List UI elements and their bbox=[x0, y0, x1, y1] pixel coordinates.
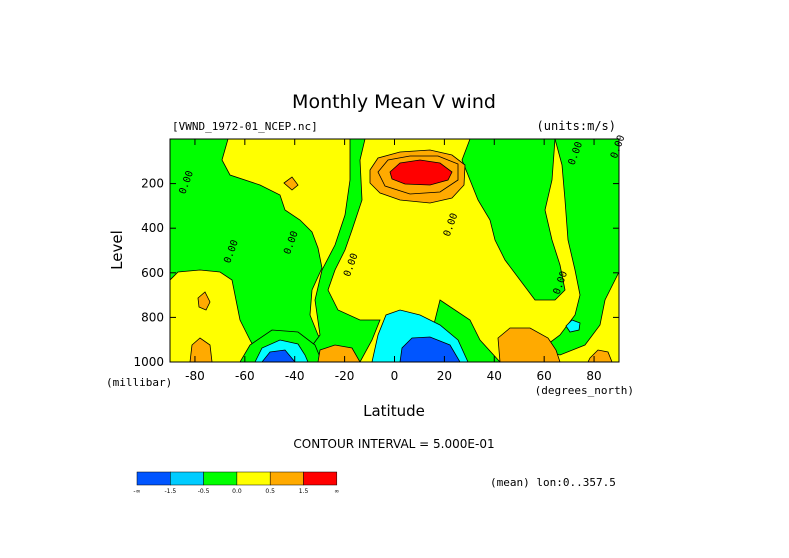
x-tick-label: 0 bbox=[391, 369, 399, 383]
plot-area: -80 -60 -40 -20 0 20 40 60 80 200 400 600 800 1000 0… bbox=[133, 134, 627, 383]
color-legend: -∞ -1.5 -0.5 0.0 0.5 1.5 ∞ bbox=[133, 471, 339, 495]
dataset-label: [VWND_1972-01_NCEP.nc] bbox=[172, 120, 318, 133]
contour-interval: CONTOUR INTERVAL = 5.000E-01 bbox=[293, 437, 494, 451]
jet-inner-contour bbox=[377, 155, 459, 195]
legend-swatch bbox=[170, 471, 204, 486]
field-green-east bbox=[461, 139, 566, 301]
x-tick-label: -80 bbox=[185, 369, 205, 383]
mean-label: (mean) lon:0..357.5 bbox=[490, 476, 616, 489]
legend-label: -1.5 bbox=[164, 488, 176, 495]
legend-swatch bbox=[136, 471, 171, 486]
legend-label: -∞ bbox=[133, 488, 140, 495]
field-red-jet-core bbox=[389, 159, 453, 186]
x-tick-label: 80 bbox=[586, 369, 601, 383]
field-orange-south-2 bbox=[197, 291, 211, 311]
field-green-west bbox=[170, 139, 341, 362]
y-tick-label: 600 bbox=[141, 266, 164, 280]
field-cyan-east bbox=[565, 319, 581, 333]
legend-swatch bbox=[203, 471, 238, 486]
y-tick-label: 1000 bbox=[133, 355, 164, 369]
y-tick-label: 800 bbox=[141, 310, 164, 324]
x-tick-label: -60 bbox=[235, 369, 255, 383]
units-label: (units:m/s) bbox=[537, 119, 616, 133]
y-ticks: 200 400 600 800 1000 bbox=[133, 177, 619, 369]
legend-swatch bbox=[303, 471, 338, 486]
legend-label: 0.5 bbox=[265, 488, 275, 495]
legend-swatch bbox=[269, 471, 304, 486]
contour-label: 0.00 bbox=[609, 134, 628, 160]
chart-title: Monthly Mean V wind bbox=[292, 91, 496, 113]
x-tick-label: -40 bbox=[285, 369, 305, 383]
y-units: (millibar) bbox=[106, 376, 172, 389]
legend-swatch bbox=[236, 471, 271, 486]
field-orange-east bbox=[497, 327, 561, 362]
y-axis-label: Level bbox=[108, 230, 126, 270]
y-tick-label: 200 bbox=[141, 177, 164, 191]
field-blue-south bbox=[261, 349, 296, 362]
x-units: (degrees_north) bbox=[535, 384, 634, 397]
x-tick-label: 20 bbox=[437, 369, 452, 383]
x-tick-label: -20 bbox=[335, 369, 355, 383]
x-axis-label: Latitude bbox=[363, 402, 425, 420]
y-tick-label: 400 bbox=[141, 221, 164, 235]
field-orange-nw bbox=[283, 176, 299, 191]
field-blue-center bbox=[399, 336, 461, 362]
x-ticks: -80 -60 -40 -20 0 20 40 60 80 bbox=[185, 139, 602, 383]
legend-label: -0.5 bbox=[198, 488, 210, 495]
field-green-center bbox=[299, 139, 381, 362]
legend-label: 0.0 bbox=[232, 488, 242, 495]
x-tick-label: 40 bbox=[487, 369, 502, 383]
field-orange-south-1 bbox=[189, 337, 213, 362]
legend-label: 1.5 bbox=[299, 488, 309, 495]
field-orange-mid bbox=[317, 344, 361, 362]
legend-label: ∞ bbox=[334, 488, 339, 495]
x-tick-label: 60 bbox=[537, 369, 552, 383]
